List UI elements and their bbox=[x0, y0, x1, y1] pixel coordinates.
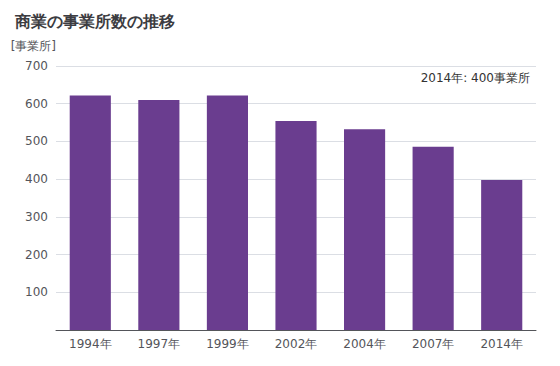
svg-text:300: 300 bbox=[25, 210, 48, 224]
svg-text:200: 200 bbox=[25, 248, 48, 262]
svg-text:400: 400 bbox=[25, 172, 48, 186]
svg-text:2004年: 2004年 bbox=[343, 337, 386, 351]
svg-text:1994年: 1994年 bbox=[69, 337, 112, 351]
svg-text:2014年: 400事業所: 2014年: 400事業所 bbox=[421, 71, 530, 85]
svg-text:商業の事業所数の推移: 商業の事業所数の推移 bbox=[14, 12, 175, 31]
svg-text:2002年: 2002年 bbox=[275, 337, 318, 351]
svg-text:1999年: 1999年 bbox=[206, 337, 249, 351]
svg-text:500: 500 bbox=[25, 134, 48, 148]
svg-text:700: 700 bbox=[25, 59, 48, 73]
svg-text:2007年: 2007年 bbox=[412, 337, 455, 351]
svg-text:600: 600 bbox=[25, 97, 48, 111]
svg-text:1997年: 1997年 bbox=[138, 337, 181, 351]
svg-text:2014年: 2014年 bbox=[480, 337, 523, 351]
svg-text:100: 100 bbox=[25, 285, 48, 299]
svg-text:[事業所]: [事業所] bbox=[11, 39, 56, 53]
